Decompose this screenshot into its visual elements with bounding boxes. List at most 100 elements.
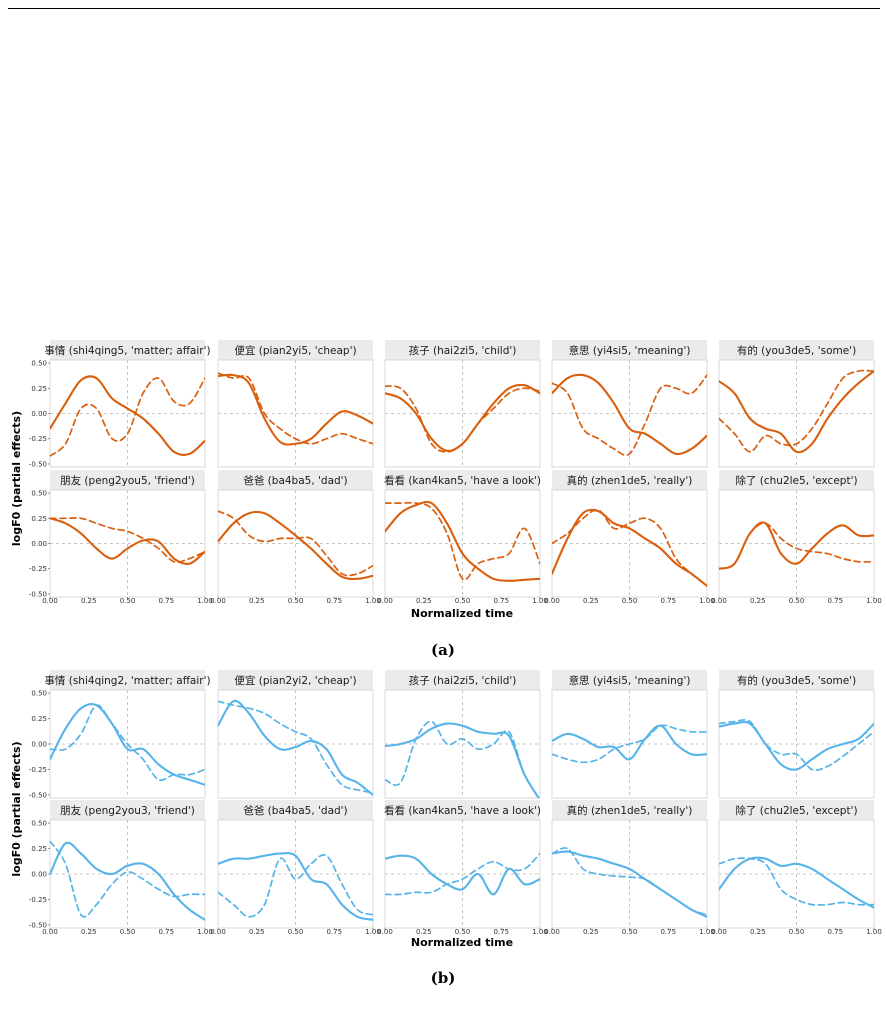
series-line-solid	[50, 375, 205, 456]
series-line-dashed	[50, 704, 205, 782]
series-line-dashed	[719, 718, 874, 772]
x-tick-label: 1.00	[866, 928, 882, 936]
panel-b-6: 朋友 (peng2you3, 'friend') 0.50 0.25 0.00 -0.2…	[29, 800, 213, 936]
x-tick-label: 0.25	[583, 928, 599, 936]
x-tick-label: 0.00	[42, 597, 58, 605]
x-tick-label: 0.00	[210, 597, 226, 605]
series-line-solid	[50, 841, 205, 921]
series-line-dashed	[385, 852, 540, 896]
y-tick-label: 0.00	[31, 871, 47, 879]
series-line-solid	[218, 510, 373, 580]
y-tick-label: 0.25	[31, 385, 47, 393]
panel-title: 爸爸 (ba4ba5, 'dad')	[243, 804, 347, 817]
x-tick-label: 0.75	[493, 597, 509, 605]
series-line-solid	[719, 521, 874, 570]
series-line-dashed	[552, 374, 707, 457]
x-tick-label: 1.00	[532, 597, 548, 605]
panel-title: 有的 (you3de5, 'some')	[737, 674, 856, 687]
panel-b-3: 孩子 (hai2zi5, 'child')	[384, 670, 541, 799]
x-tick-label: 0.50	[622, 597, 638, 605]
series-line-solid	[218, 851, 373, 921]
panel-strip	[552, 470, 707, 490]
panel-strip	[385, 670, 540, 690]
series-line-solid	[719, 856, 874, 909]
series-line-dashed	[50, 840, 205, 918]
panel-strip	[218, 340, 373, 360]
series-line-solid	[552, 373, 707, 456]
x-tick-label: 0.25	[583, 597, 599, 605]
figure-a: 事情 (shi4qing5, 'matter; affair') 0.50 0.25…	[10, 340, 882, 620]
panel-strip	[552, 800, 707, 820]
series-line-dashed	[552, 509, 707, 587]
panel-b-2: 便宜 (pian2yi2, 'cheap')	[217, 670, 374, 799]
y-tick-label: 0.50	[31, 490, 47, 498]
panel-strip	[552, 340, 707, 360]
panel-strip	[385, 800, 540, 820]
panel-strip	[50, 800, 205, 820]
panel-a-6: 朋友 (peng2you5, 'friend') 0.50 0.25 0.00 -0.2…	[29, 470, 213, 605]
panel-a-7: 爸爸 (ba4ba5, 'dad') 0.00 0.25 0.50 0.75 1.00	[210, 470, 381, 605]
x-tick-label: 0.75	[827, 597, 843, 605]
series-line-solid	[552, 508, 707, 587]
series-line-dashed	[218, 372, 373, 445]
x-tick-label: 0.00	[42, 928, 58, 936]
y-tick-label: 0.25	[31, 715, 47, 723]
panel-title: 有的 (you3de5, 'some')	[737, 344, 856, 357]
panel-title: 看看 (kan4kan5, 'have a look')	[384, 804, 541, 817]
x-tick-label: 0.00	[544, 928, 560, 936]
x-tick-label: 0.75	[326, 597, 342, 605]
series-line-dashed	[719, 369, 874, 453]
x-tick-label: 0.00	[711, 597, 727, 605]
panel-b-7: 爸爸 (ba4ba5, 'dad') 0.00 0.25 0.50 0.75 1.00	[210, 800, 381, 936]
y-tick-label: -0.25	[29, 766, 47, 774]
x-tick-label: 0.75	[326, 928, 342, 936]
series-line-dashed	[552, 724, 707, 764]
y-tick-label: 0.50	[31, 360, 47, 368]
series-line-solid	[218, 373, 373, 446]
x-tick-label: 0.25	[750, 597, 766, 605]
y-tick-label: -0.25	[29, 435, 47, 443]
panel-strip	[719, 800, 874, 820]
series-line-solid	[50, 517, 205, 566]
panel-b-5: 有的 (you3de5, 'some')	[718, 670, 875, 799]
y-axis-title: logF0 (partial effects)	[10, 741, 23, 876]
panel-title: 朋友 (peng2you3, 'friend')	[60, 804, 195, 817]
panel-title: 孩子 (hai2zi5, 'child')	[409, 344, 517, 357]
x-tick-label: 1.00	[197, 597, 213, 605]
series-line-solid	[719, 720, 874, 771]
y-tick-label: 0.00	[31, 741, 47, 749]
y-tick-label: 0.50	[31, 820, 47, 828]
panel-title: 意思 (yi4si5, 'meaning')	[569, 344, 691, 357]
y-tick-label: 0.25	[31, 845, 47, 853]
x-tick-label: 0.25	[416, 597, 432, 605]
panel-title: 除了 (chu2le5, 'except')	[735, 474, 857, 487]
series-line-solid	[385, 383, 540, 452]
series-line-solid	[385, 500, 540, 582]
series-line-dashed	[218, 700, 373, 794]
caption-a: (a)	[431, 641, 455, 659]
panel-b-9: 真的 (zhen1de5, 'really') 0.00 0.25 0.50 0.75 1…	[544, 800, 715, 936]
panel-b-8: 看看 (kan4kan5, 'have a look') 0.00 0.25 0.50…	[377, 800, 548, 936]
panel-a-2: 便宜 (pian2yi5, 'cheap')	[217, 340, 374, 468]
panel-b-1: 事情 (shi4qing2, 'matter; affair') 0.50 0.25…	[29, 670, 211, 799]
panel-strip	[719, 670, 874, 690]
panel-title: 除了 (chu2le5, 'except')	[735, 804, 857, 817]
x-tick-label: 0.75	[158, 928, 174, 936]
series-line-solid	[385, 854, 540, 896]
series-line-dashed	[385, 720, 540, 798]
panel-title: 意思 (yi4si5, 'meaning')	[569, 674, 691, 687]
panel-strip	[719, 340, 874, 360]
x-tick-label: 0.25	[249, 597, 265, 605]
x-tick-label: 0.25	[249, 928, 265, 936]
panel-title: 便宜 (pian2yi5, 'cheap')	[234, 344, 356, 357]
panel-a-1: 事情 (shi4qing5, 'matter; affair') 0.50 0.25…	[29, 340, 211, 468]
x-tick-label: 0.50	[455, 928, 471, 936]
y-tick-label: 0.00	[31, 540, 47, 548]
panel-title: 朋友 (peng2you5, 'friend')	[60, 474, 195, 487]
panel-strip	[218, 800, 373, 820]
y-tick-label: 0.25	[31, 515, 47, 523]
panel-strip	[385, 340, 540, 360]
panel-title: 看看 (kan4kan5, 'have a look')	[384, 474, 541, 487]
x-tick-label: 1.00	[365, 597, 381, 605]
